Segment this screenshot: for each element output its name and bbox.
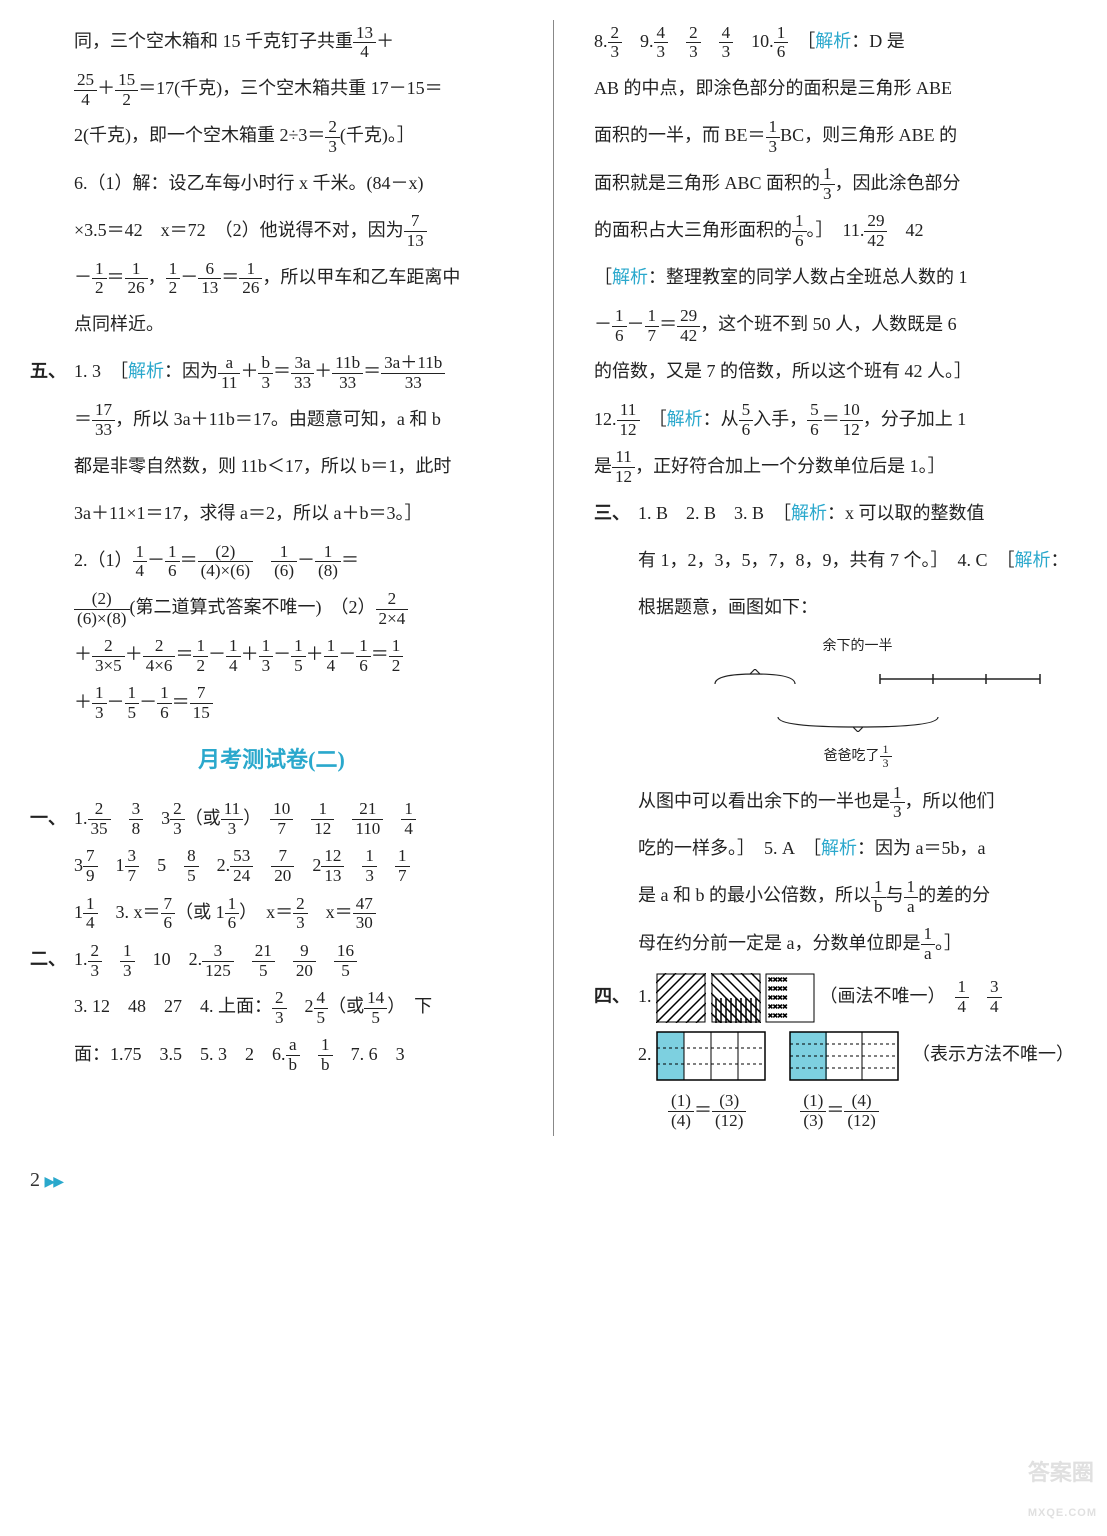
text-line: (1)(4)＝(3)(12) (1)(3)＝(4)(12) xyxy=(638,1089,1077,1132)
section-four-q1: 四、1. ×××××××××××××××××××× （画法不唯一） 14 34 xyxy=(638,973,1077,1023)
pattern-square-2-icon xyxy=(711,973,761,1023)
text-line: 都是非零自然数，则 11b＜17，所以 b＝1，此时 xyxy=(74,445,513,488)
bracket-diagram: 余下的一半 爸爸吃了13 xyxy=(638,639,1077,770)
text-line: 吃的一样多。］ 5. A ［解析：因为 a＝5b，a xyxy=(638,827,1077,870)
text-line: 同，三个空木箱和 15 千克钉子共重134＋ xyxy=(74,20,513,63)
left-column: 同，三个空木箱和 15 千克钉子共重134＋ 254＋152＝17(千克)，三个… xyxy=(30,20,513,1136)
section-three: 三、1. B 2. B 3. B ［解析：x 可以取的整数值 xyxy=(638,492,1077,535)
text-line: ［解析：整理教室的同学人数占全班总人数的 1 xyxy=(594,256,1077,299)
text-line: 点同样近。 xyxy=(74,303,513,346)
page-number: 2 xyxy=(30,1169,40,1191)
text-line: ＝1733，所以 3a＋11b＝17。由题意可知，a 和 b xyxy=(74,398,513,441)
watermark: 答案圈 MXQE.COM xyxy=(1028,1447,1097,1526)
section-four-q2: 2. （表示方法不唯一） xyxy=(638,1031,1077,1081)
grid-2-icon xyxy=(789,1031,899,1081)
section-one: 一、1.235 38 323（或113） 107 112 21110 14 xyxy=(74,797,513,840)
text-line: 114 3. x＝76（或 116） x＝23 x＝4730 xyxy=(74,891,513,934)
grid-1-icon xyxy=(656,1031,766,1081)
text-line: AB 的中点，即涂色部分的面积是三角形 ABE xyxy=(594,67,1077,110)
text-line: 面积的一半，而 BE＝13BC，则三角形 ABE 的 xyxy=(594,114,1077,157)
text-line: ＋23×5＋24×6＝12－14＋13－15＋14－16＝12 xyxy=(74,633,513,676)
text-line: (2)(6)×(8)(第二道算式答案不唯一) （2）22×4 xyxy=(74,586,513,629)
text-line: －12＝126，12－613＝126，所以甲车和乙车距离中 xyxy=(74,256,513,299)
text-line: －16－17＝2942，这个班不到 50 人，人数既是 6 xyxy=(594,303,1077,346)
text-line: 254＋152＝17(千克)，三个空木箱共重 17－15＝ xyxy=(74,67,513,110)
test-title: 月考测试卷(二) xyxy=(30,734,513,787)
brace-bottom-icon xyxy=(758,712,958,732)
text-line: 6.（1）解：设乙车每小时行 x 千米。(84－x) xyxy=(74,162,513,205)
column-separator xyxy=(553,20,554,1136)
brace-top-icon xyxy=(655,669,855,689)
svg-text:××××: ×××× xyxy=(768,1011,787,1020)
text-line: 的面积占大三角形面积的16。］ 11.2942 42 xyxy=(594,209,1077,252)
text-line: 是1112，正好符合加上一个分数单位后是 1。］ xyxy=(594,445,1077,488)
text-line: 根据题意，画图如下： xyxy=(638,586,1077,629)
text-line: ＋13－15－16＝715 xyxy=(74,681,513,724)
svg-text:××××: ×××× xyxy=(768,975,787,984)
right-column: 8.23 9.43 23 43 10.16 ［解析：D 是 AB 的中点，即涂色… xyxy=(594,20,1077,1136)
text-line: 2(千克)，即一个空木箱重 2÷3＝23(千克)。］ xyxy=(74,114,513,157)
svg-text:××××: ×××× xyxy=(768,1002,787,1011)
section-two: 二、1.23 13 10 2.3125 215 920 165 xyxy=(74,938,513,981)
text-line: 是 a 和 b 的最小公倍数，所以1b与1a的差的分 xyxy=(638,874,1077,917)
text-line: 3a＋11×1＝17，求得 a＝2，所以 a＋b＝3。］ xyxy=(74,492,513,535)
text-line: 2.（1）14－16＝(2)(4)×(6) 1(6)－1(8)＝ xyxy=(74,539,513,582)
text-line: 面积就是三角形 ABC 面积的13，因此涂色部分 xyxy=(594,162,1077,205)
text-line: 3. 12 48 27 4. 上面：23 245（或145） 下 xyxy=(74,985,513,1028)
text-line: 379 137 5 85 2.5324 720 21213 13 17 xyxy=(74,844,513,887)
segment-icon xyxy=(860,672,1060,687)
text-line: 的倍数，又是 7 的倍数，所以这个班有 42 人。］ xyxy=(594,350,1077,393)
text-line: 面：1.75 3.5 5. 3 2 6.ab 1b 7. 6 3 xyxy=(74,1033,513,1076)
triangle-icon: ▶▶ xyxy=(45,1166,63,1200)
section-five: 五、1. 3 ［解析：因为a11＋b3＝3a33＋11b33＝3a＋11b33 xyxy=(74,350,513,393)
text-line: ×3.5＝42 x＝72 （2）他说得不对，因为713 xyxy=(74,209,513,252)
text-line: 从图中可以看出余下的一半也是13，所以他们 xyxy=(638,780,1077,823)
text-line: 12.1112 ［解析：从56入手，56＝1012，分子加上 1 xyxy=(594,398,1077,441)
pattern-square-3-icon: ×××××××××××××××××××× xyxy=(765,973,815,1023)
svg-text:××××: ×××× xyxy=(768,984,787,993)
text-line: 母在约分前一定是 a，分数单位即是1a。］ xyxy=(638,922,1077,965)
text-line: 8.23 9.43 23 43 10.16 ［解析：D 是 xyxy=(594,20,1077,63)
page-footer: 2 ▶▶ xyxy=(30,1156,1077,1204)
svg-text:××××: ×××× xyxy=(768,993,787,1002)
page-layout: 同，三个空木箱和 15 千克钉子共重134＋ 254＋152＝17(千克)，三个… xyxy=(30,20,1077,1136)
text-line: 有 1，2，3，5，7，8，9，共有 7 个。］ 4. C ［解析： xyxy=(638,539,1077,582)
pattern-square-1-icon xyxy=(656,973,706,1023)
